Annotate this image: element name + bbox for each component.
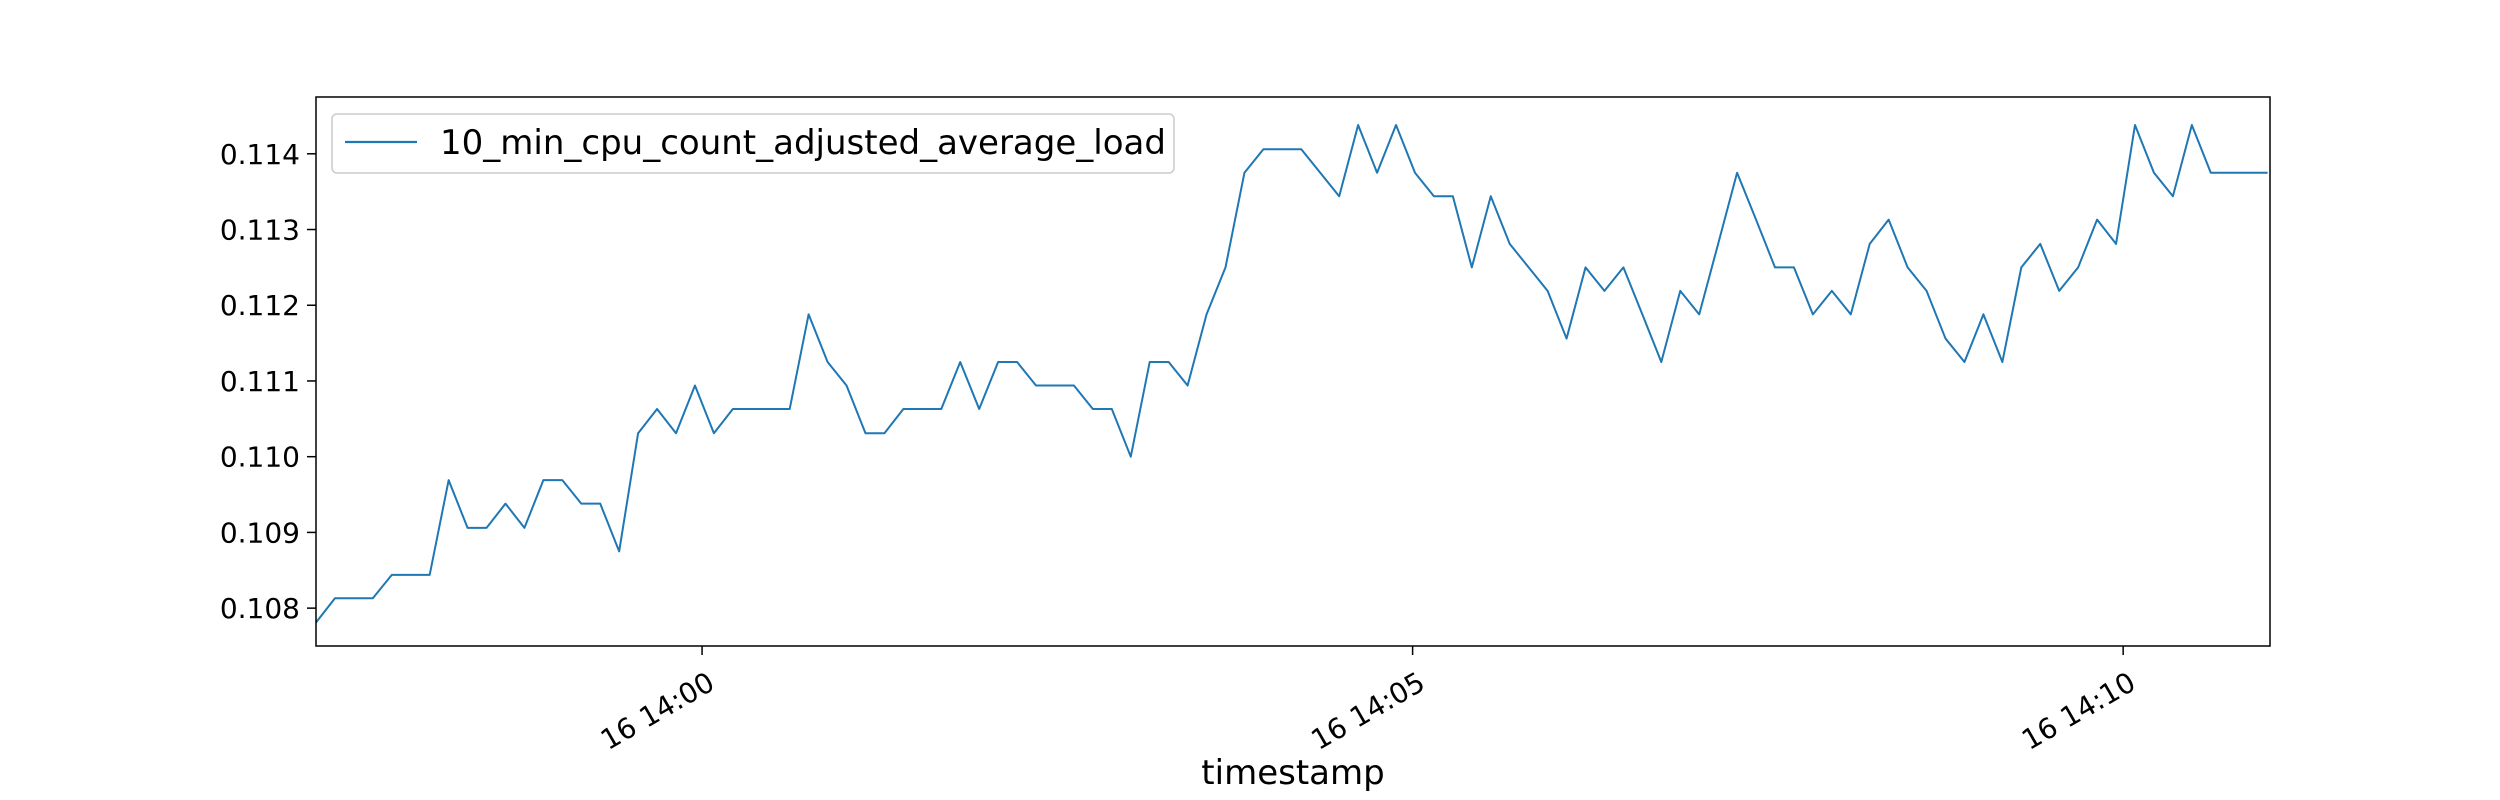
y-tick-label: 0.112 (220, 289, 300, 322)
y-tick-label: 0.111 (220, 365, 300, 398)
legend-box (331, 113, 1175, 174)
plot-frame (315, 96, 2271, 647)
y-tick-label: 0.109 (220, 516, 300, 549)
y-axis: 0.108 0.109 0.110 0.111 0.112 0.113 0.114 (220, 138, 316, 625)
legend-label: 10_min_cpu_count_adjusted_average_load (440, 123, 1166, 163)
x-axis-label: timestamp (1201, 753, 1384, 793)
y-tick-label: 0.114 (220, 138, 300, 171)
y-tick-label: 0.108 (220, 592, 300, 625)
series-layer (315, 124, 2268, 624)
series-line-0 (315, 124, 2268, 624)
y-tick-label: 0.110 (220, 441, 300, 474)
legend: 10_min_cpu_count_adjusted_average_load (331, 113, 1175, 174)
y-tick-label: 0.113 (220, 214, 300, 247)
